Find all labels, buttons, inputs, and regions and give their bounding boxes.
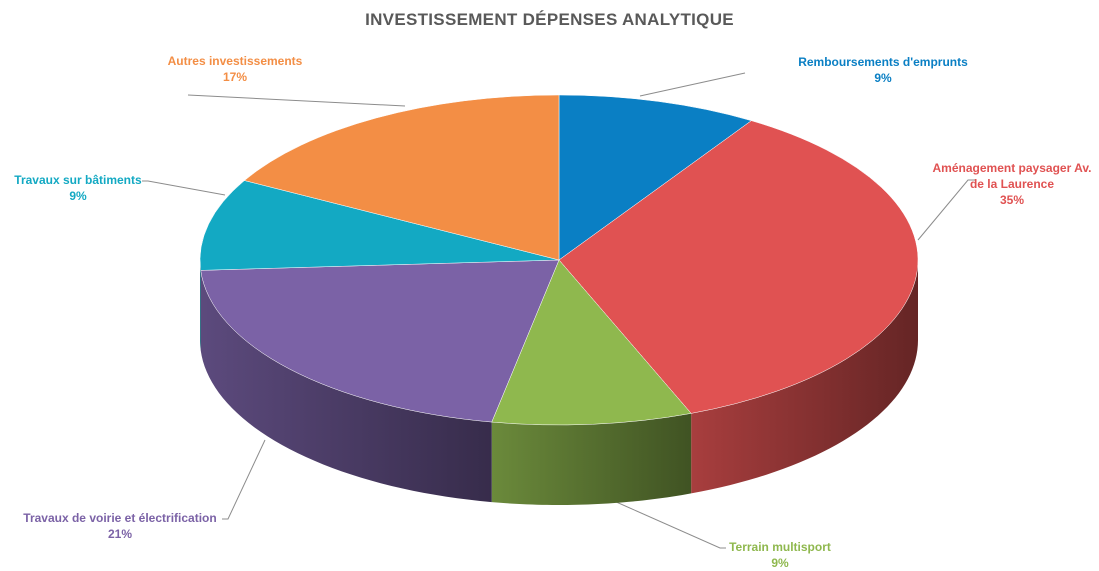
value-label: 9%: [69, 189, 87, 203]
leader-lines: [142, 72, 975, 549]
leader-line: [917, 179, 975, 241]
leader-line: [142, 180, 226, 196]
category-label: Remboursements d'emprunts: [798, 55, 968, 69]
data-label: Aménagement paysager Av. de la Laurence 3…: [927, 160, 1097, 208]
data-label: Remboursements d'emprunts 9%: [783, 54, 983, 86]
pie-side: [200, 260, 201, 351]
pie-slice: [558, 94, 752, 261]
pie-slice: [243, 94, 560, 261]
pie-slice: [199, 180, 560, 271]
data-label: Travaux sur bâtiments 9%: [3, 172, 153, 204]
pie-slice: [200, 259, 560, 423]
category-label: Travaux sur bâtiments: [14, 173, 142, 187]
chart-title: INVESTISSEMENT DÉPENSES ANALYTIQUE: [365, 10, 734, 29]
category-label: Autres investissements: [167, 54, 303, 68]
data-label: Travaux de voirie et électrification 21%: [10, 510, 230, 542]
value-label: 35%: [999, 193, 1025, 207]
pie-side: [491, 413, 692, 505]
data-label: Terrain multisport 9%: [700, 539, 860, 571]
value-label: 21%: [107, 527, 133, 541]
category-label: Travaux de voirie et électrification: [23, 511, 217, 525]
category-label: Terrain multisport: [729, 540, 831, 554]
value-label: 9%: [771, 556, 789, 570]
data-label: Autres investissements 17%: [155, 53, 315, 85]
category-label: Aménagement paysager Av. de la Laurence: [932, 161, 1092, 191]
leader-line: [604, 496, 726, 549]
leader-line: [639, 72, 746, 97]
leader-line: [222, 439, 266, 520]
pie-slice: [558, 120, 919, 414]
value-label: 17%: [222, 70, 248, 84]
pie-slice: [491, 259, 692, 426]
pie-side: [200, 270, 492, 503]
leader-line: [187, 94, 406, 107]
pie-side: [691, 260, 918, 494]
value-label: 9%: [874, 71, 892, 85]
